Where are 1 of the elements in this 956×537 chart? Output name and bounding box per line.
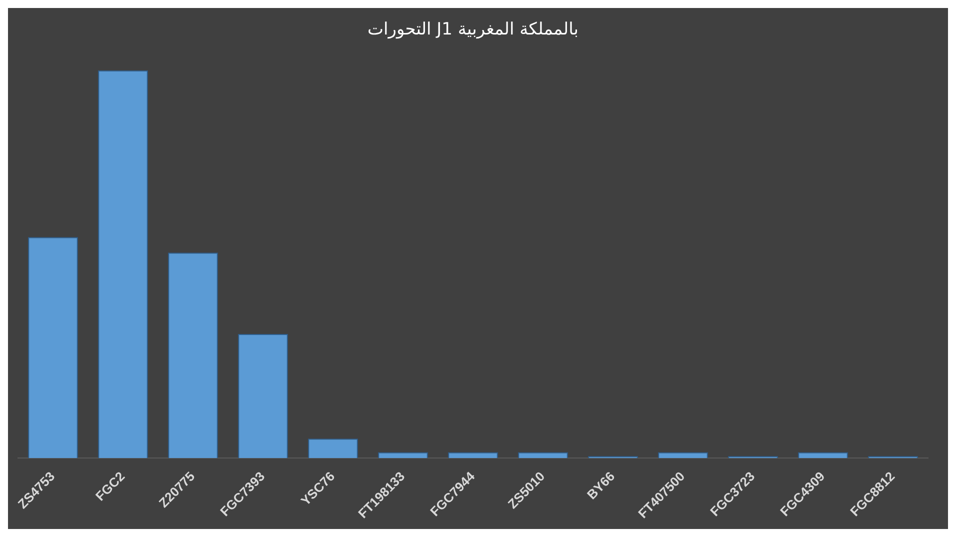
chart-title: التحورات J1 بالمملكة المغربية (368, 20, 578, 40)
